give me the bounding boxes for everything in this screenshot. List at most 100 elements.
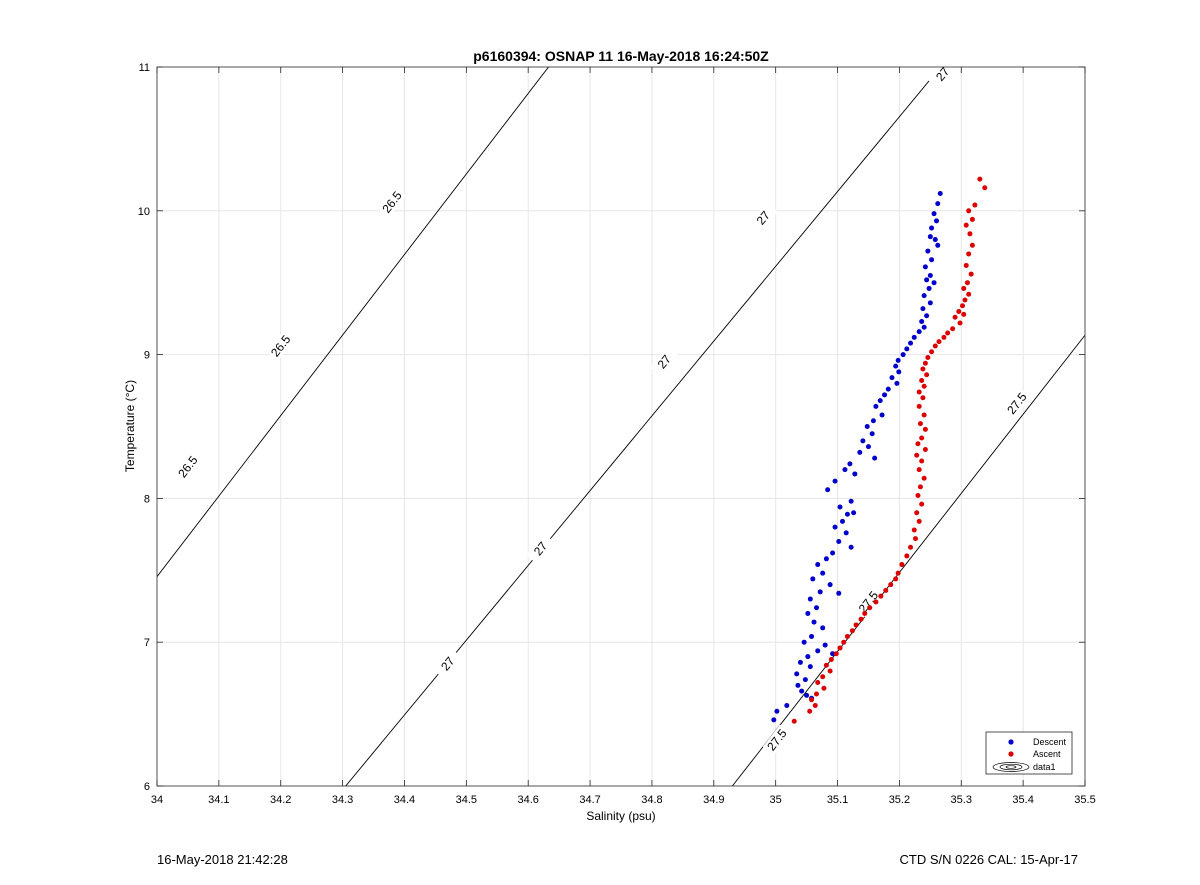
- ascent-point: [916, 389, 922, 395]
- descent-point: [830, 651, 836, 657]
- ascent-point: [916, 403, 922, 409]
- descent-point: [882, 392, 888, 398]
- ascent-point: [888, 582, 894, 588]
- legend: Descent Ascent data1: [985, 731, 1073, 775]
- ascent-point: [849, 628, 855, 634]
- descent-point: [860, 438, 866, 444]
- ascent-point: [977, 176, 983, 182]
- descent-point: [805, 654, 811, 660]
- descent-point: [815, 562, 821, 568]
- descent-point: [925, 248, 931, 254]
- descent-point: [810, 576, 816, 582]
- ascent-point: [873, 599, 879, 605]
- ascent-point: [932, 343, 938, 349]
- isopycnal-label-bg: [433, 648, 463, 680]
- ascent-point: [912, 536, 918, 542]
- ascent-point: [921, 412, 927, 418]
- descent-point: [820, 570, 826, 576]
- descent-point: [805, 610, 811, 616]
- ascent-point: [957, 320, 963, 326]
- legend-marker-ascent: [1008, 751, 1014, 757]
- descent-point: [922, 264, 928, 270]
- descent-point: [842, 467, 848, 473]
- x-tick-label: 35.3: [951, 794, 972, 806]
- y-tick-label: 10: [138, 206, 150, 218]
- ascent-point: [915, 493, 921, 499]
- ascent-point: [862, 610, 868, 616]
- x-tick-label: 35.2: [889, 794, 910, 806]
- descent-point: [889, 375, 895, 381]
- ascent-point: [844, 633, 850, 639]
- descent-point: [877, 398, 883, 404]
- ascent-point: [968, 271, 974, 277]
- ascent-point: [823, 662, 829, 668]
- isopycnal-line-26.5: [157, 67, 550, 578]
- ascent-point: [967, 231, 973, 237]
- footer-ctd-info: CTD S/N 0226 CAL: 15-Apr-17: [899, 852, 1078, 867]
- ascent-point: [821, 685, 827, 691]
- descent-point: [926, 285, 932, 291]
- descent-point: [836, 590, 842, 596]
- descent-point: [837, 504, 843, 510]
- descent-point: [879, 412, 885, 418]
- descent-point: [822, 642, 828, 648]
- legend-marker-descent: [1008, 739, 1014, 745]
- ascent-point: [878, 593, 884, 599]
- ascent-point: [925, 354, 931, 360]
- y-tick-label: 8: [144, 493, 150, 505]
- x-tick-label: 34.7: [579, 794, 600, 806]
- ascent-point: [963, 222, 969, 228]
- descent-point: [794, 671, 800, 677]
- descent-point: [799, 688, 805, 694]
- descent-point: [784, 702, 790, 708]
- legend-label-descent: Descent: [1033, 737, 1067, 747]
- descent-point: [927, 234, 933, 240]
- ascent-point: [982, 185, 988, 191]
- ascent-point: [919, 377, 925, 383]
- descent-point: [935, 201, 941, 207]
- ascent-point: [936, 339, 942, 345]
- isopycnal-label-bg: [1002, 388, 1032, 419]
- descent-point: [864, 424, 870, 429]
- ascent-point: [961, 311, 967, 317]
- x-axis-ticks: 34 34.1 34.2 34.3 34.4 34.5 34.6 34.7 34.8 34.9 35…: [151, 67, 1096, 806]
- descent-point: [807, 664, 813, 670]
- ascent-point: [895, 570, 901, 576]
- ascent-point: [963, 262, 969, 268]
- ascent-point: [921, 383, 927, 389]
- legend-label-data1: data1: [1033, 762, 1056, 772]
- x-axis-label: Salinity (psu): [586, 809, 655, 823]
- descent-point: [771, 717, 777, 723]
- descent-point: [813, 605, 819, 611]
- ascent-point: [915, 441, 921, 447]
- descent-point: [873, 403, 879, 409]
- descent-point: [908, 340, 914, 346]
- isopycnal-label-bg: [649, 346, 679, 378]
- ascent-point: [964, 280, 970, 286]
- descent-point: [830, 550, 836, 556]
- descent-point: [911, 334, 917, 340]
- plot-frame: [156, 66, 1086, 787]
- ascent-point: [841, 639, 847, 645]
- ascent-point: [908, 544, 914, 550]
- descent-point: [934, 218, 940, 224]
- ascent-point: [904, 553, 910, 559]
- ascent-point: [956, 308, 962, 314]
- y-tick-label: 7: [144, 637, 150, 649]
- descent-point: [774, 708, 780, 714]
- ascent-point: [809, 697, 815, 703]
- x-tick-label: 34.3: [332, 794, 353, 806]
- isopycnal-label-bg: [928, 67, 958, 90]
- ascent-point: [899, 562, 905, 568]
- descent-point: [894, 380, 900, 386]
- ascent-point: [969, 242, 975, 248]
- descent-point: [935, 242, 941, 248]
- ascent-point: [924, 372, 930, 378]
- descent-point: [904, 346, 910, 352]
- descent-point: [896, 369, 902, 375]
- descent-point: [843, 530, 849, 536]
- ascent-point: [867, 605, 873, 611]
- descent-point: [797, 659, 803, 665]
- ascent-point: [966, 251, 972, 257]
- data-points: [771, 176, 988, 724]
